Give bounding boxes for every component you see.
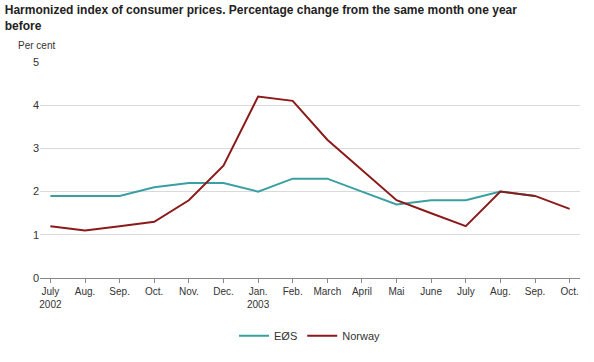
svg-text:3: 3 (33, 142, 39, 154)
svg-text:Sep.: Sep. (109, 286, 130, 297)
svg-text:1: 1 (33, 229, 39, 241)
svg-text:5: 5 (33, 56, 39, 68)
svg-text:June: June (420, 286, 442, 297)
svg-text:Nov.: Nov. (179, 286, 199, 297)
svg-text:Dec.: Dec. (213, 286, 234, 297)
svg-text:0: 0 (33, 272, 39, 284)
svg-text:Aug.: Aug. (75, 286, 96, 297)
svg-text:Sep.: Sep. (525, 286, 546, 297)
svg-text:April: April (352, 286, 372, 297)
svg-text:Aug.: Aug. (490, 286, 511, 297)
svg-text:July: July (457, 286, 475, 297)
svg-text:Feb.: Feb. (283, 286, 303, 297)
svg-text:Jan.2003: Jan.2003 (247, 286, 270, 310)
svg-text:Harmonized index of consumer p: Harmonized index of consumer prices. Per… (5, 3, 517, 33)
svg-text:Oct.: Oct. (560, 286, 578, 297)
svg-text:2: 2 (33, 185, 39, 197)
svg-text:Mai: Mai (388, 286, 404, 297)
svg-text:Norway: Norway (342, 330, 380, 342)
svg-text:Oct.: Oct. (145, 286, 163, 297)
svg-text:EØS: EØS (274, 330, 297, 342)
svg-text:March: March (313, 286, 341, 297)
svg-text:4: 4 (33, 99, 39, 111)
svg-text:Per cent: Per cent (18, 40, 55, 51)
svg-text:July2002: July2002 (39, 286, 62, 310)
